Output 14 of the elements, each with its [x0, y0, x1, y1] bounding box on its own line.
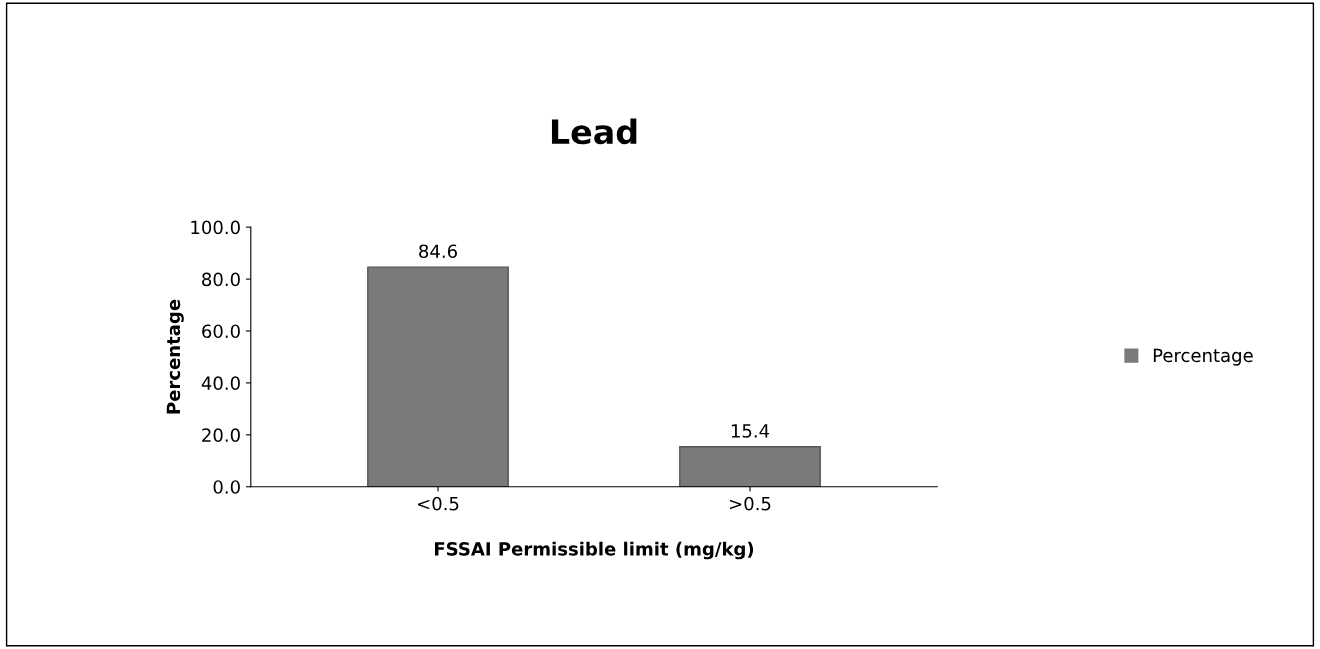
x-tick-label: <0.5 — [417, 496, 459, 511]
x-tick-label: >0.5 — [729, 496, 771, 511]
legend-label: Percentage — [1153, 348, 1253, 366]
data-label: 84.6 — [419, 244, 457, 259]
y-axis-title: Percentage — [166, 299, 184, 414]
data-label: 15.4 — [731, 424, 770, 438]
y-tick-label: 80.0 — [202, 272, 240, 287]
y-tick-label: 20.0 — [202, 428, 240, 442]
y-tick-label: 40.0 — [201, 376, 240, 391]
y-tick-label: 100.0 — [191, 220, 240, 235]
y-tick-label: 60.0 — [202, 324, 240, 339]
chart-title: Lead — [551, 118, 637, 145]
y-tick-label: 0.0 — [213, 480, 240, 494]
x-axis-title: FSSAI Permissible limit (mg/kg) — [435, 541, 754, 560]
